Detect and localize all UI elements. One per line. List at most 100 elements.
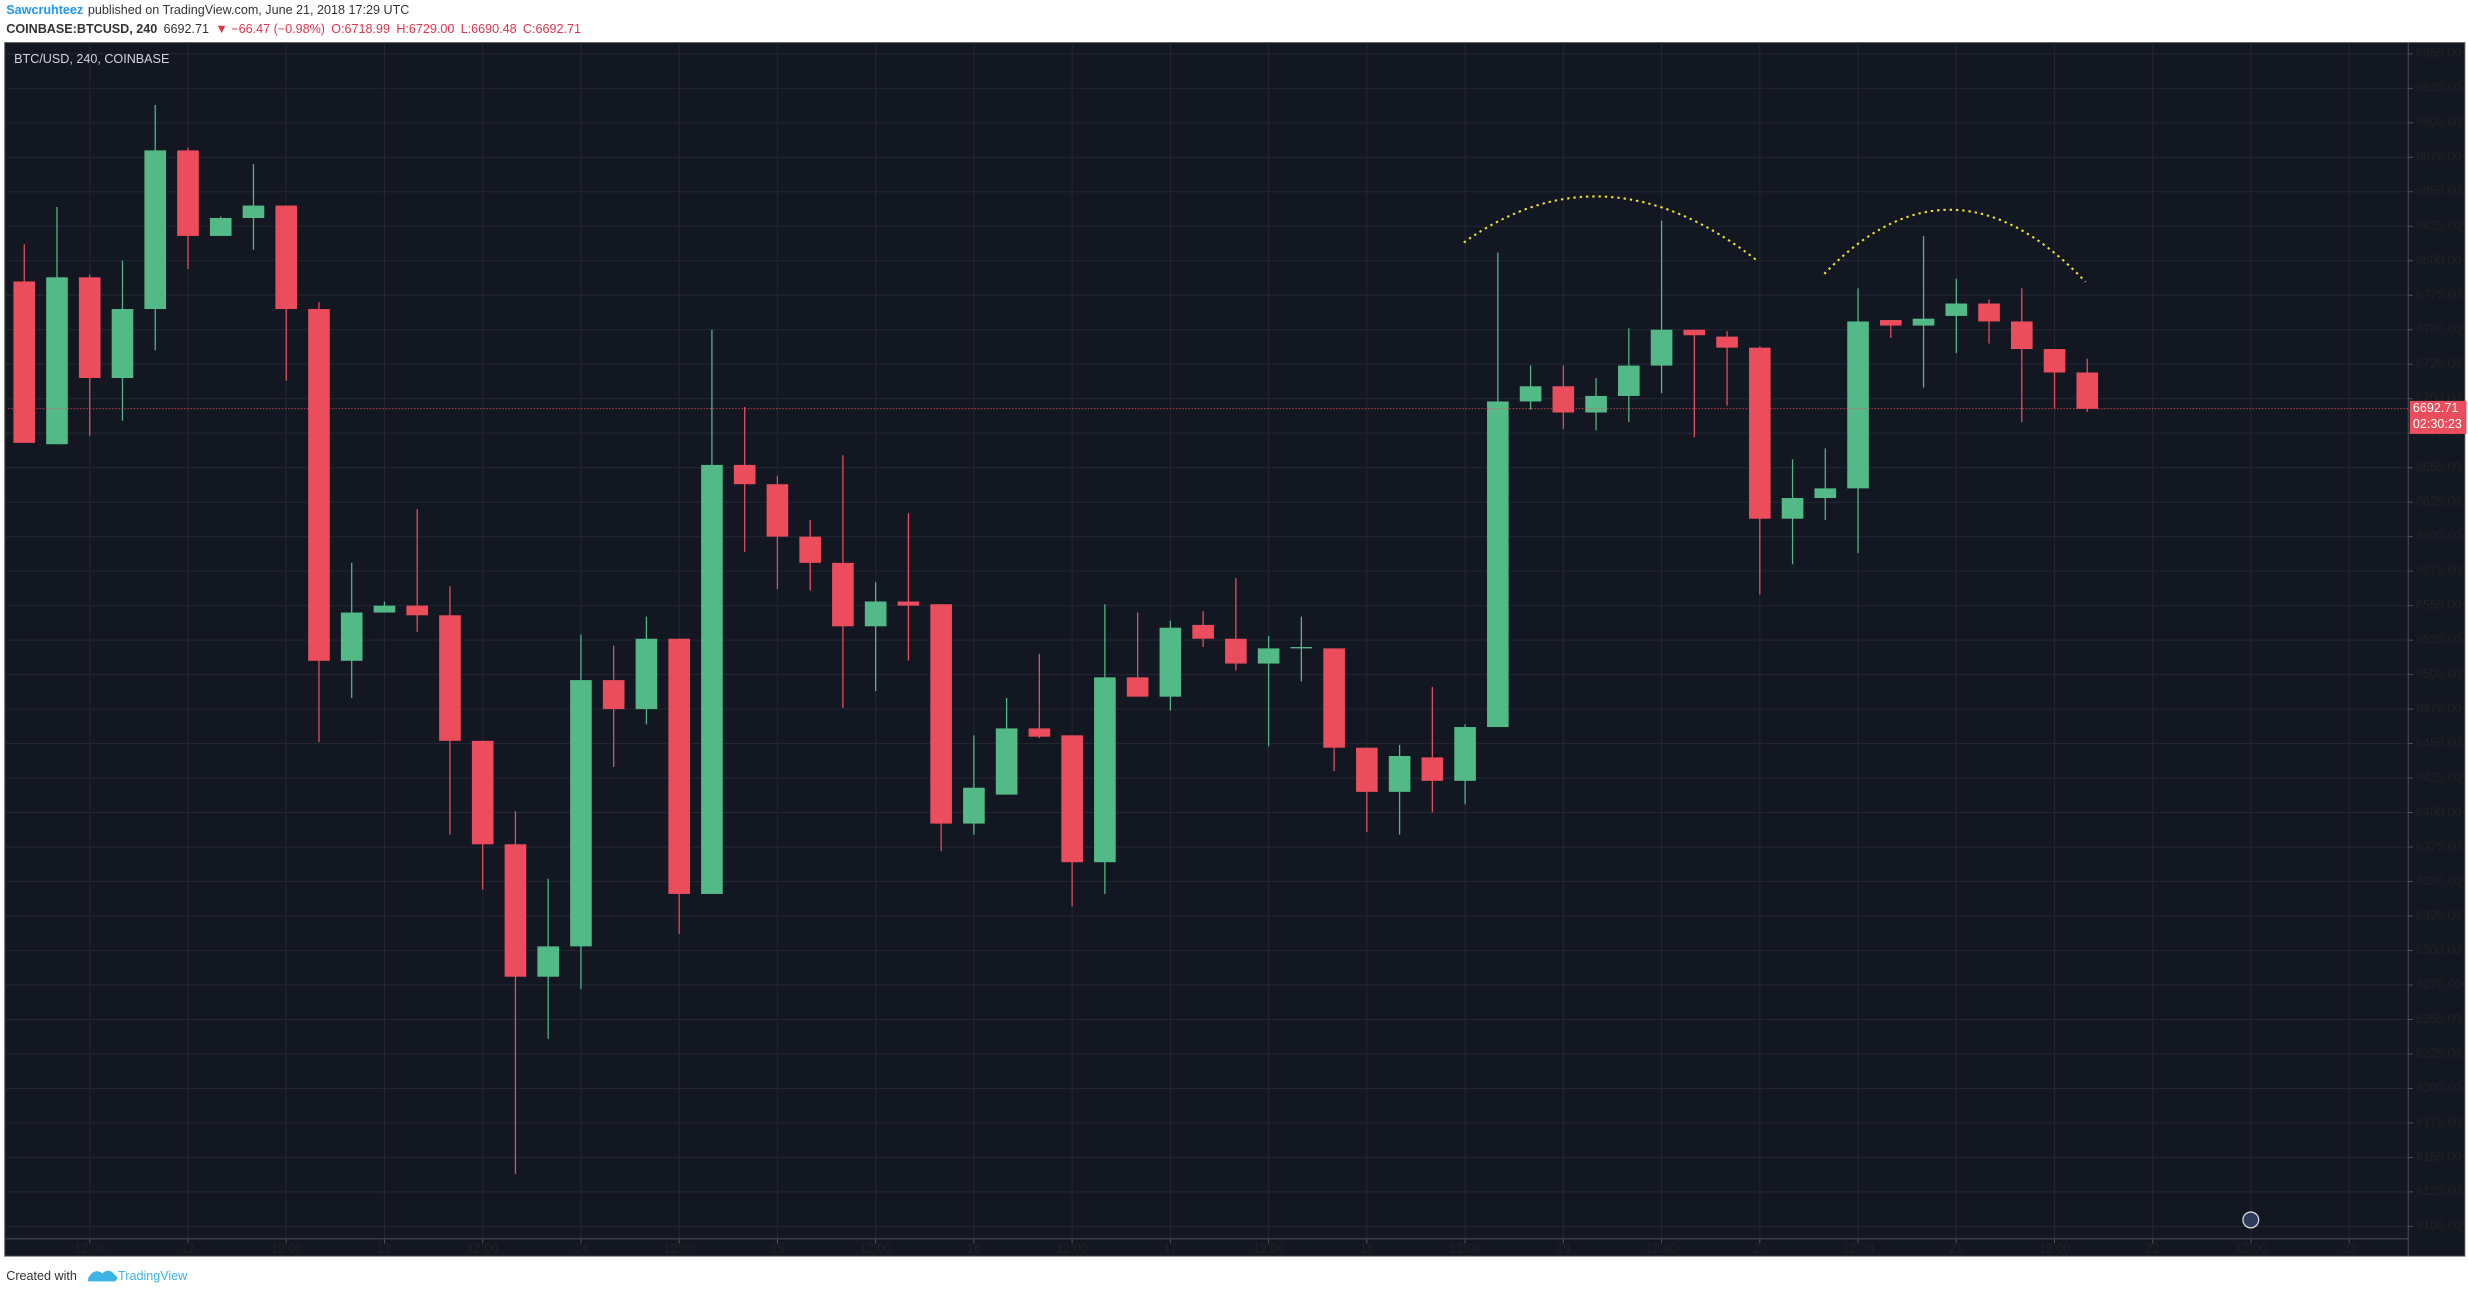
- candle-body: [471, 740, 494, 845]
- candle-body: [1519, 386, 1542, 402]
- candle-body: [1421, 757, 1444, 781]
- candle-body: [1487, 401, 1509, 728]
- candle-body: [1028, 728, 1051, 737]
- candle-body: [1879, 320, 1902, 326]
- candle-body: [111, 309, 134, 379]
- y-tick-label: 6750.00: [2416, 322, 2461, 336]
- candle-body: [799, 536, 821, 563]
- author[interactable]: Sawcruhteez: [6, 3, 83, 17]
- axes: 6100.00 6125.00 6150.00 6175.00 6200.00 6225.…: [74, 46, 2467, 1255]
- footer-created: Created with: [6, 1269, 77, 1283]
- x-tick-label: 23: [2342, 1241, 2356, 1255]
- candle-body: [1192, 624, 1214, 639]
- candles: [7, 104, 2409, 1174]
- y-tick-label: 6275.00: [2416, 977, 2461, 991]
- x-tick-label: 12: [181, 1241, 195, 1255]
- candle-body: [1356, 747, 1378, 792]
- symbol: COINBASE:BTCUSD, 240: [6, 22, 157, 36]
- candle-body: [1912, 318, 1935, 326]
- candle-body: [1290, 647, 1313, 649]
- x-tick-label: 12:00: [1253, 1241, 1284, 1255]
- candle-body: [1552, 386, 1575, 413]
- y-tick-label: 6300.00: [2416, 943, 2461, 957]
- y-tick-label: 6950.00: [2416, 46, 2461, 60]
- candle-body: [930, 604, 952, 824]
- x-tick-label: 22: [2146, 1241, 2160, 1255]
- ohlc-close: C:6692.71: [523, 22, 581, 36]
- y-tick-label: 6225.00: [2416, 1046, 2461, 1060]
- candle-body: [1225, 638, 1247, 664]
- y-tick-label: 6500.00: [2416, 667, 2461, 681]
- header-line-2: COINBASE:BTCUSD, 240 6692.71 ▼ −66.47 (−0.…: [6, 22, 581, 36]
- y-tick-label: 6775.00: [2416, 288, 2461, 302]
- candle-body: [78, 277, 101, 379]
- y-tick-label: 6925.00: [2416, 81, 2461, 95]
- candle-body: [439, 615, 461, 741]
- candle-body: [2010, 321, 2033, 350]
- x-tick-label: 12:00: [2039, 1241, 2070, 1255]
- candle-body: [1683, 329, 1706, 336]
- x-tick-label: 14: [574, 1241, 588, 1255]
- x-tick-label: 15: [770, 1241, 784, 1255]
- header-line-1: Sawcruhteez published on TradingView.com,…: [6, 3, 409, 17]
- candle-body: [13, 281, 36, 443]
- candle-body: [995, 728, 1018, 795]
- y-tick-label: 6150.00: [2416, 1150, 2461, 1164]
- candle-body: [177, 150, 199, 236]
- candle-body: [1945, 303, 1968, 316]
- x-tick-label: 12:00: [663, 1241, 694, 1255]
- y-tick-label: 6525.00: [2416, 632, 2461, 646]
- x-tick-label: 12:00: [74, 1241, 105, 1255]
- x-tick-label: 12:00: [2235, 1241, 2266, 1255]
- candle-body: [733, 464, 756, 485]
- candle-body: [1716, 336, 1738, 348]
- candle-body: [1847, 321, 1869, 489]
- candle-body: [1126, 677, 1149, 697]
- y-tick-label: 6800.00: [2416, 253, 2461, 267]
- candle-body: [1061, 735, 1083, 863]
- grid: [4, 42, 2409, 1239]
- brand-logo: [88, 1270, 118, 1282]
- x-tick-label: 21: [1949, 1241, 1963, 1255]
- y-tick-label: 6175.00: [2416, 1115, 2461, 1129]
- candle-body: [602, 680, 625, 710]
- x-tick-label: 13: [377, 1241, 391, 1255]
- y-tick-label: 6900.00: [2416, 115, 2461, 129]
- ohlc-high: H:6729.00: [396, 22, 454, 36]
- candle-body: [897, 601, 920, 606]
- footer-brand[interactable]: TradingView: [118, 1269, 188, 1283]
- ohlc-open: O:6718.99: [331, 22, 390, 36]
- y-tick-label: 6350.00: [2416, 874, 2461, 888]
- candle-body: [1978, 303, 2000, 322]
- candle-body: [275, 205, 298, 310]
- y-tick-label: 6575.00: [2416, 563, 2461, 577]
- candle-body: [1618, 365, 1640, 396]
- y-tick-label: 6475.00: [2416, 701, 2461, 715]
- x-tick-label: 20: [1753, 1241, 1767, 1255]
- published: published on TradingView.com, June 21, 2…: [88, 3, 409, 17]
- y-tick-label: 6625.00: [2416, 494, 2461, 508]
- y-tick-label: 6250.00: [2416, 1012, 2461, 1026]
- countdown-label: 02:30:23: [2413, 417, 2462, 431]
- candle-body: [1257, 648, 1280, 664]
- x-tick-label: 12:00: [1056, 1241, 1087, 1255]
- change: ▼ −66.47 (−0.98%): [215, 22, 325, 36]
- candle-body: [668, 638, 690, 894]
- chart-title: BTC/USD, 240, COINBASE: [14, 52, 169, 66]
- x-tick-label: 16: [967, 1241, 981, 1255]
- candle-body: [2043, 349, 2066, 373]
- y-tick-label: 6725.00: [2416, 357, 2461, 371]
- event-icon[interactable]: [2242, 1211, 2260, 1229]
- candle-body: [209, 217, 232, 236]
- candle-body: [406, 605, 429, 616]
- y-tick-label: 6100.00: [2416, 1219, 2461, 1233]
- candle-body: [1388, 755, 1411, 792]
- candle-body: [242, 205, 265, 218]
- y-tick-label: 6600.00: [2416, 529, 2461, 543]
- last-price: 6692.71: [164, 22, 209, 36]
- candle-body: [1094, 677, 1116, 863]
- x-tick-label: 12:00: [270, 1241, 301, 1255]
- candle-body: [766, 484, 789, 537]
- candle-body: [504, 844, 527, 977]
